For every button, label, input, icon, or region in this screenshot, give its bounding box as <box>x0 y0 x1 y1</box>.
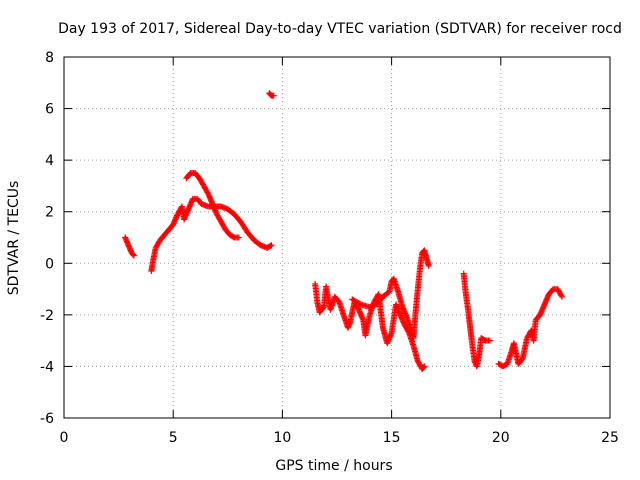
data-points <box>122 90 565 373</box>
y-tick-label: -6 <box>40 411 54 427</box>
data-point <box>420 364 427 371</box>
x-tick-label: 5 <box>169 430 178 446</box>
series-segment-d <box>460 270 493 370</box>
y-axis-label: SDTVAR / TECUs <box>6 181 22 296</box>
x-tick-label: 10 <box>273 430 291 446</box>
series-segment-e <box>495 286 565 370</box>
data-point <box>270 92 277 99</box>
data-point <box>558 292 565 299</box>
data-point <box>558 293 565 300</box>
x-tick-label: 20 <box>492 430 510 446</box>
chart-title: Day 193 of 2017, Sidereal Day-to-day VTE… <box>58 21 622 37</box>
y-tick-label: 6 <box>45 102 54 118</box>
series-segment-c <box>312 280 428 373</box>
data-point <box>130 252 137 259</box>
y-tick-label: -2 <box>40 308 54 324</box>
series-outlier <box>266 90 277 99</box>
data-point <box>267 242 274 249</box>
y-tick-label: 4 <box>45 153 54 169</box>
y-tick-label: -4 <box>40 359 54 375</box>
series-segment-b-upper <box>183 170 242 241</box>
plot-frame <box>63 56 611 419</box>
data-point <box>130 251 137 258</box>
y-tick-label: 2 <box>45 205 54 221</box>
x-tick-label: 0 <box>60 430 69 446</box>
x-tick-label: 15 <box>383 430 401 446</box>
x-tick-label: 25 <box>601 430 619 446</box>
grid-lines <box>64 57 610 418</box>
x-axis-label: GPS time / hours <box>275 458 392 474</box>
y-tick-label: 0 <box>45 256 54 272</box>
data-point <box>356 300 363 307</box>
axis-ticks: 0 5 10 15 20 25 -6 -4 -2 0 2 4 6 8 <box>40 50 619 446</box>
data-point <box>268 242 275 249</box>
series-segment-a <box>122 234 137 259</box>
data-point <box>421 363 428 370</box>
data-point <box>235 234 242 241</box>
y-tick-label: 8 <box>45 50 54 66</box>
series-segment-c-upper <box>349 247 432 342</box>
data-point <box>486 337 493 344</box>
data-point <box>320 305 327 312</box>
data-point <box>425 262 432 269</box>
